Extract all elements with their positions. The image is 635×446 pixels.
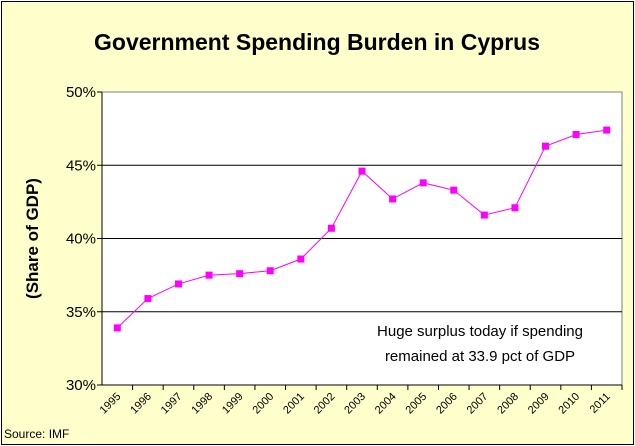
data-point (480, 211, 488, 219)
data-point (113, 324, 121, 332)
x-tick-label: 2003 (342, 391, 368, 417)
x-tick-label: 2000 (251, 391, 277, 417)
x-tick-label: 2007 (465, 391, 491, 417)
x-tick-label: 1996 (128, 391, 154, 417)
x-tick-label: 1998 (189, 391, 215, 417)
annotation-line: remained at 33.9 pct of GDP (385, 348, 575, 365)
data-point (450, 186, 458, 194)
x-tick-label: 1997 (159, 391, 185, 417)
x-tick-label: 2002 (312, 391, 338, 417)
y-tick-label: 45% (66, 157, 96, 174)
data-point (297, 255, 305, 263)
data-point (266, 267, 274, 275)
y-axis-label: (Share of GDP) (23, 178, 42, 299)
data-point (542, 142, 550, 150)
data-point (389, 195, 397, 203)
x-tick-label: 2009 (526, 391, 552, 417)
x-tick-label: 2006 (434, 391, 460, 417)
y-tick-label: 40% (66, 231, 96, 248)
data-point (603, 126, 611, 134)
x-tick-label: 2008 (495, 391, 521, 417)
x-tick-label: 2005 (403, 391, 429, 417)
data-point (572, 130, 580, 138)
chart-title: Government Spending Burden in Cyprus (94, 29, 540, 55)
data-point (205, 271, 213, 279)
y-tick-label: 30% (66, 377, 96, 394)
data-point (174, 280, 182, 288)
x-tick-label: 1999 (220, 391, 246, 417)
y-tick-label: 50% (66, 84, 96, 101)
y-tick-label: 35% (66, 304, 96, 321)
x-tick-label: 2001 (281, 391, 307, 417)
annotation-line: Huge surplus today if spending (377, 323, 583, 340)
x-tick-label: 2004 (373, 391, 399, 417)
data-point (419, 179, 427, 187)
data-point (511, 204, 519, 212)
source-note: Source: IMF (4, 427, 69, 441)
x-tick-label: 1995 (98, 391, 124, 417)
x-tick-label: 2011 (588, 391, 613, 416)
data-point (144, 295, 152, 303)
x-tick-label: 2010 (556, 391, 582, 417)
data-point (358, 167, 366, 175)
data-point (327, 224, 335, 232)
data-point (236, 270, 244, 278)
